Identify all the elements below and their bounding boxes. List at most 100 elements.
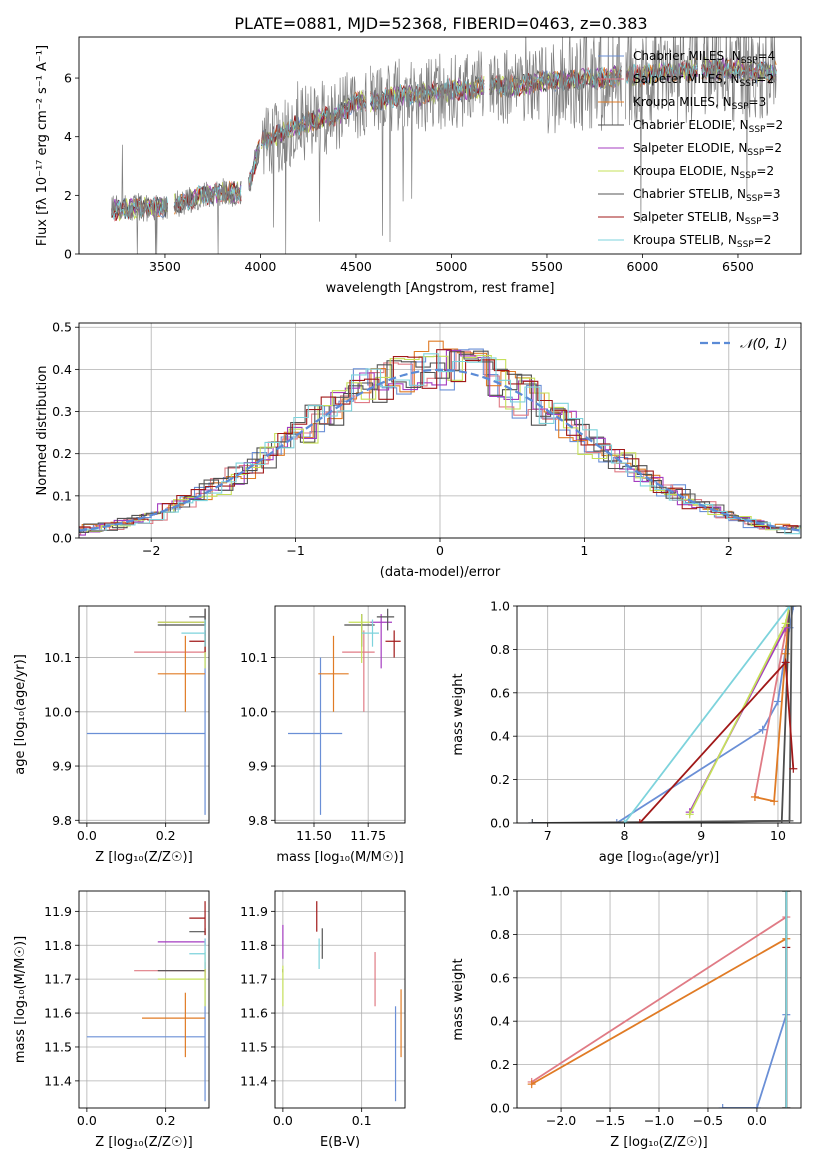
y-tick-label: 0.6 <box>490 970 510 985</box>
y-tick-label: 0.8 <box>490 927 510 942</box>
y-axis-label: mass [log₁₀(M/M☉)] <box>13 936 28 1063</box>
errorbar-point <box>157 952 206 1007</box>
y-tick-label: 10.0 <box>44 704 72 719</box>
errorbar-point <box>157 938 206 946</box>
y-tick-label: 10.0 <box>240 704 268 719</box>
cumulative-line <box>688 606 791 815</box>
errorbar-point <box>189 938 206 969</box>
y-tick-label: 1.0 <box>490 599 510 614</box>
normal-reference-curve <box>79 368 801 532</box>
legend-label: Chabrier MILES, NSSP=4 <box>633 49 775 66</box>
x-tick-label: 0 <box>436 543 444 558</box>
spectrum-legend: Chabrier MILES, NSSP=4 Salpeter MILES, NS… <box>598 49 783 250</box>
observed-spectrum-line <box>173 178 242 254</box>
axes-frame <box>78 36 802 255</box>
legend-label: 𝒩(0, 1) <box>740 337 787 352</box>
legend-label: Salpeter ELODIE, NSSP=2 <box>633 141 782 158</box>
errorbar-point <box>288 657 343 815</box>
x-tick-label: 6500 <box>722 259 754 274</box>
y-tick-label: 0 <box>64 247 72 262</box>
errorbar-point <box>157 635 206 712</box>
errorbar-point <box>361 619 379 647</box>
x-tick-label: 0.0 <box>77 1113 97 1128</box>
y-tick-label: 0.0 <box>490 1101 510 1116</box>
x-tick-label: 0.0 <box>273 1113 293 1128</box>
x-tick-label: −1.0 <box>644 1113 674 1128</box>
axes-frame <box>516 605 802 824</box>
y-tick-label: 9.9 <box>248 759 268 774</box>
errorbar-point <box>342 630 375 712</box>
y-tick-label: 0.1 <box>52 488 72 503</box>
axes-frame <box>78 605 210 824</box>
errorbar-point <box>318 635 349 712</box>
y-axis-label: mass weight <box>451 673 466 755</box>
x-tick-label: 7 <box>544 828 552 843</box>
observed-spectrum-line <box>111 144 168 254</box>
y-tick-label: 11.7 <box>44 972 72 987</box>
y-tick-label: 11.4 <box>44 1073 72 1088</box>
model-spectrum-line <box>111 196 169 220</box>
y-tick-label: 6 <box>64 71 72 86</box>
errorbar-point <box>181 619 206 647</box>
axes-frame <box>78 322 802 539</box>
x-tick-label: 0.2 <box>156 828 176 843</box>
y-tick-label: 0.0 <box>490 816 510 831</box>
x-axis-label: mass [log₁₀(M/M☉)] <box>276 850 403 865</box>
errorbar-point <box>348 614 371 663</box>
y-tick-label: 10.1 <box>240 650 268 665</box>
axes-frame <box>516 890 802 1109</box>
x-tick-label: −0.5 <box>693 1113 723 1128</box>
x-tick-label: 0.0 <box>77 828 97 843</box>
x-tick-label: −1.5 <box>595 1113 625 1128</box>
observed-spectrum-line <box>488 37 622 134</box>
x-tick-label: 9 <box>697 828 705 843</box>
x-tick-label: 11.50 <box>296 828 332 843</box>
observed-spectrum-line <box>261 72 367 254</box>
y-tick-label: 11.8 <box>240 938 268 953</box>
histogram-step-line <box>79 351 801 533</box>
errorbar-point <box>344 614 375 647</box>
cumulative-line <box>639 660 795 823</box>
y-tick-label: 1.0 <box>490 884 510 899</box>
y-tick-label: 9.8 <box>52 813 72 828</box>
x-tick-label: 5000 <box>436 259 468 274</box>
errorbar-point <box>86 972 206 1102</box>
mass-vs-Z-chart: 0.0 0.2 11.4 11.5 11.6 11.7 11.8 11.9 Z [log₁₀(Z… <box>13 890 210 1150</box>
y-tick-label: 0.6 <box>490 685 510 700</box>
x-tick-label: 6000 <box>627 259 659 274</box>
observed-spectrum-line <box>625 37 699 223</box>
histogram-step-line <box>79 355 801 532</box>
x-tick-label: 0.2 <box>156 1113 176 1128</box>
age-vs-mass-chart: 11.50 11.75 9.8 9.9 10.0 10.1 mass [log₁₀(M/M☉… <box>240 605 406 865</box>
errorbar-point <box>370 614 392 669</box>
y-tick-label: 11.9 <box>240 904 268 919</box>
x-tick-label: −2.0 <box>546 1113 576 1128</box>
axes-frame <box>78 890 210 1109</box>
y-tick-label: 0.5 <box>52 320 72 335</box>
x-tick-label: −1 <box>286 543 304 558</box>
x-tick-label: 4500 <box>340 259 372 274</box>
y-tick-label: 2 <box>64 188 72 203</box>
axes-frame <box>274 890 406 1109</box>
x-tick-label: −2 <box>142 543 160 558</box>
y-tick-label: 11.6 <box>240 1006 268 1021</box>
legend-label: Kroupa ELODIE, NSSP=2 <box>633 164 774 181</box>
observed-spectrum-line <box>701 37 777 196</box>
x-axis-label: Z [log₁₀(Z/Z☉)] <box>610 1135 707 1150</box>
y-axis-label: Flux [fλ 10⁻¹⁷ erg cm⁻² s⁻¹ A⁻¹] <box>35 45 50 246</box>
y-tick-label: 0.3 <box>52 404 72 419</box>
x-tick-label: 11.75 <box>350 828 386 843</box>
x-tick-label: 3500 <box>149 259 181 274</box>
cumulative-line <box>532 606 795 823</box>
model-spectrum-line <box>625 61 698 85</box>
cumulative-line <box>532 606 793 823</box>
cumulative-line <box>754 606 791 803</box>
x-tick-label: 4000 <box>245 259 277 274</box>
y-tick-label: 0.0 <box>52 531 72 546</box>
massweight-vs-Z-chart: −2.0 −1.5 −1.0 −0.5 0.0 0.0 0.2 0.4 0.6 0.8 1.0 Z [… <box>451 884 802 1150</box>
x-axis-label: E(B-V) <box>320 1135 360 1150</box>
x-tick-label: 1 <box>580 543 588 558</box>
x-tick-label: 0.1 <box>352 1113 372 1128</box>
legend-label: Salpeter STELIB, NSSP=3 <box>633 210 779 227</box>
y-tick-label: 11.5 <box>240 1039 268 1054</box>
